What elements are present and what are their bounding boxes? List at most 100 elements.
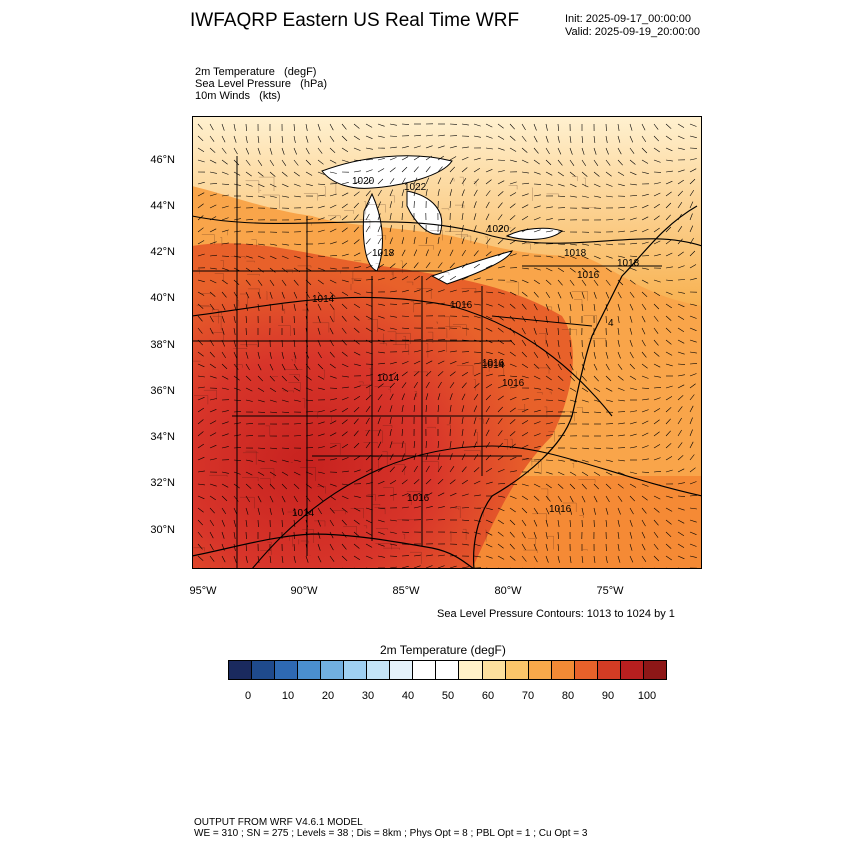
- pressure-label: 1016: [407, 493, 430, 504]
- wind-barb: [689, 495, 698, 497]
- wind-barb: [689, 303, 697, 306]
- wind-barb: [593, 303, 596, 311]
- wind-barb: [221, 495, 228, 502]
- wind-barb: [521, 363, 529, 369]
- wind-barb: [617, 218, 625, 221]
- wind-barb: [629, 543, 633, 551]
- wind-barb: [473, 494, 481, 497]
- wind-barb: [617, 531, 620, 539]
- wind-barb: [593, 195, 601, 198]
- wind-barb: [269, 351, 272, 359]
- wind-barb: [245, 555, 248, 563]
- wind-barb: [245, 123, 247, 132]
- wind-barb: [413, 554, 421, 557]
- wind-barb: [377, 277, 385, 281]
- wind-barb: [233, 327, 236, 335]
- wind-barb: [221, 242, 229, 245]
- wind-barb: [365, 159, 374, 161]
- wind-barb: [401, 428, 403, 437]
- wind-barb: [293, 171, 300, 177]
- wind-barb: [473, 213, 477, 221]
- wind-barb: [533, 495, 540, 501]
- wind-barb: [389, 393, 394, 401]
- wind-barb: [521, 543, 526, 551]
- wind-barb: [197, 431, 204, 437]
- wind-barb: [245, 279, 251, 286]
- wind-barb: [257, 363, 262, 371]
- wind-barb: [257, 387, 265, 392]
- wind-barb: [545, 459, 554, 461]
- wind-barb: [593, 159, 599, 166]
- wind-barb: [569, 387, 577, 392]
- wind-barb: [665, 418, 671, 425]
- wind-barb: [317, 446, 325, 449]
- wind-barb: [461, 361, 469, 365]
- wind-barb: [461, 531, 469, 534]
- wind-barb: [401, 506, 409, 509]
- wind-barb: [329, 327, 334, 335]
- wind-barb: [401, 350, 409, 353]
- wind-barb: [329, 255, 338, 257]
- wind-barb: [521, 398, 529, 401]
- wind-barb: [509, 192, 517, 197]
- wind-barb: [521, 458, 529, 461]
- wind-barb: [461, 178, 467, 185]
- wind-barb: [557, 423, 566, 425]
- wind-barb: [677, 291, 685, 294]
- wind-barb: [569, 183, 577, 188]
- wind-barb: [641, 171, 649, 174]
- wind-barb: [569, 399, 577, 403]
- wind-barb: [269, 279, 275, 286]
- wind-barb: [605, 543, 607, 552]
- lake-erie: [430, 250, 513, 285]
- wind-barb: [197, 253, 205, 257]
- wind-barb: [653, 303, 660, 310]
- wind-barb: [689, 519, 697, 523]
- wind-barb: [401, 371, 408, 377]
- wind-barb: [317, 291, 323, 298]
- wind-barb: [197, 339, 204, 346]
- wind-barb: [305, 147, 310, 155]
- wind-barb: [281, 459, 289, 463]
- wind-barb: [209, 555, 215, 562]
- lon-label: 75°W: [596, 585, 624, 597]
- wind-barb: [605, 387, 613, 392]
- wind-barb: [365, 531, 373, 536]
- wind-barb: [473, 480, 481, 485]
- wind-barb: [461, 493, 469, 497]
- wind-barb: [605, 243, 614, 246]
- wind-barb: [569, 363, 574, 371]
- wind-barb: [437, 189, 440, 197]
- wind-barb: [365, 468, 373, 473]
- wind-barb: [545, 291, 551, 299]
- wind-barb: [521, 147, 528, 153]
- wind-barb: [461, 371, 469, 377]
- wind-barb: [521, 444, 529, 449]
- wind-barb: [557, 267, 565, 273]
- wind-barb: [197, 279, 205, 283]
- colorbar-title: 2m Temperature (degF): [380, 643, 506, 657]
- wind-barb: [365, 374, 373, 377]
- wind-barb: [317, 171, 325, 175]
- wind-barb: [281, 135, 284, 143]
- wind-barb: [665, 214, 671, 221]
- wind-barb: [401, 156, 409, 161]
- wind-barb: [677, 417, 682, 425]
- wind-barb: [197, 507, 204, 513]
- wind-barb: [401, 543, 410, 545]
- wind-barb: [605, 279, 611, 286]
- wind-barb: [593, 483, 600, 490]
- wind-barb: [425, 381, 430, 389]
- colorbar-label: 20: [321, 690, 335, 702]
- wind-barb: [221, 507, 227, 515]
- wind-barb: [341, 159, 349, 163]
- wind-barb: [365, 339, 373, 344]
- wind-barb: [209, 291, 216, 297]
- wind-barb: [533, 445, 541, 449]
- wind-barb: [689, 135, 697, 138]
- wind-barb: [653, 397, 661, 401]
- wind-barb: [329, 495, 336, 501]
- wind-barb: [461, 201, 464, 209]
- contour-note: Sea Level Pressure Contours: 1013 to 102…: [437, 608, 675, 620]
- wind-barb: [617, 206, 626, 209]
